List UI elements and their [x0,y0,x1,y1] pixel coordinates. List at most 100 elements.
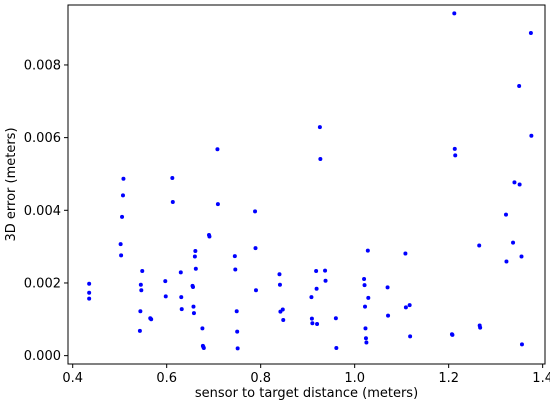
data-point [528,30,533,35]
x-tick-label: 1.0 [344,371,365,386]
data-point [477,243,482,248]
data-point [87,290,92,295]
data-point [403,251,408,256]
data-point [363,336,368,341]
data-point [323,268,328,273]
data-point [281,318,286,323]
data-point [193,248,198,253]
data-point [120,193,125,198]
data-point [407,303,412,308]
data-point [191,304,196,309]
data-point [517,182,522,187]
data-point [253,209,258,214]
data-point [119,253,124,258]
data-point [517,84,522,89]
data-point [139,288,144,293]
data-point [323,278,328,283]
data-point [253,246,258,251]
data-point [503,212,508,217]
data-point [318,157,323,162]
data-point [207,234,212,239]
data-point [453,153,458,158]
data-point [191,311,196,316]
data-point [317,125,322,130]
data-point [193,266,198,271]
data-point [149,317,154,322]
y-axis-label: 3D error (meters) [4,127,19,241]
x-tick-label: 1.2 [438,371,459,386]
data-point [363,304,368,309]
data-point [403,305,408,310]
data-point [118,242,123,247]
y-axis-ticks: 0.000 0.002 0.004 0.006 0.008 [24,58,68,364]
data-point [138,309,143,314]
data-point [87,281,92,286]
data-point [362,276,367,281]
data-point [233,267,238,272]
y-tick-label: 0.008 [24,58,61,73]
data-point [314,286,319,291]
x-tick-label: 1.4 [532,371,550,386]
y-tick-label: 0.006 [24,131,61,146]
data-point [519,342,524,347]
data-point [170,175,175,180]
data-point [386,313,391,318]
data-point [140,268,145,273]
data-point [178,270,183,275]
data-point [277,272,282,277]
x-axis-ticks: 0.4 0.6 0.8 1.0 1.2 1.4 [62,364,550,386]
data-point [309,316,314,321]
data-point [235,346,240,351]
data-point [512,180,517,185]
data-point [253,288,258,293]
data-point [385,285,390,290]
y-tick-label: 0.004 [24,204,61,219]
data-point [314,268,319,273]
data-point [138,282,143,287]
data-point [363,326,368,331]
data-point [215,202,220,207]
data-point [121,176,126,181]
data-point [201,346,206,351]
data-point [511,240,516,245]
data-point [452,146,457,151]
data-point [179,295,184,300]
data-point [87,296,92,301]
data-point [504,259,509,264]
data-point [277,282,282,287]
data-point [315,322,320,327]
data-point [191,284,196,289]
data-point [170,199,175,204]
data-point [450,332,455,337]
data-point [232,254,237,259]
data-point [179,307,184,312]
plot-frame [67,4,546,365]
data-point [280,307,285,312]
data-point [452,11,457,16]
data-point [334,346,339,351]
data-point [478,325,483,330]
data-point [333,316,338,321]
data-point [137,328,142,333]
data-point [120,214,125,219]
data-point [366,295,371,300]
data-point [519,254,524,259]
data-point [529,133,534,138]
data-point [163,294,168,299]
data-point [362,283,367,288]
y-tick-label: 0.002 [24,276,61,291]
data-point [192,254,197,259]
data-point [310,321,315,326]
data-point [364,340,369,345]
data-point [163,279,168,284]
data-point [215,147,220,152]
x-tick-label: 0.4 [62,371,83,386]
data-point [234,309,239,314]
x-tick-label: 0.8 [250,371,271,386]
data-point [408,334,413,339]
x-tick-label: 0.6 [156,371,177,386]
data-point [365,248,370,253]
x-axis-label: sensor to target distance (meters) [195,386,418,401]
